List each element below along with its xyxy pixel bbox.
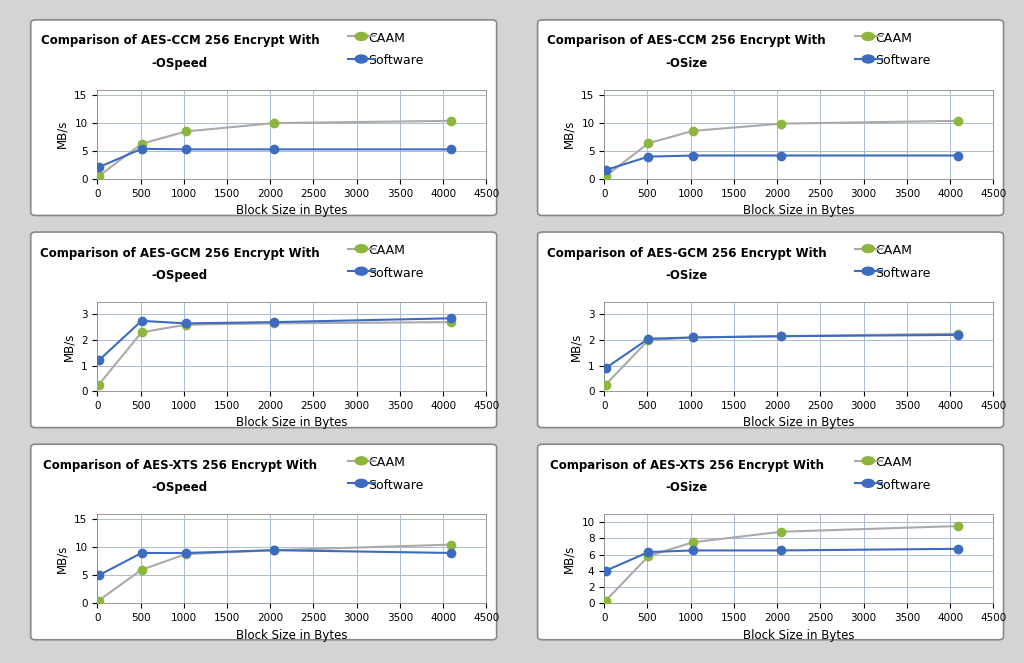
X-axis label: Block Size in Bytes: Block Size in Bytes (743, 204, 854, 217)
Text: Comparison of AES-CCM 256 Encrypt With: Comparison of AES-CCM 256 Encrypt With (41, 34, 319, 48)
Text: -OSize: -OSize (666, 269, 708, 282)
Text: -OSize: -OSize (666, 57, 708, 70)
Y-axis label: MB/s: MB/s (55, 544, 69, 573)
Text: CAAM: CAAM (876, 456, 912, 469)
Y-axis label: MB/s: MB/s (562, 120, 575, 149)
Y-axis label: MB/s: MB/s (62, 332, 76, 361)
Text: CAAM: CAAM (876, 244, 912, 257)
Text: -OSpeed: -OSpeed (152, 57, 208, 70)
X-axis label: Block Size in Bytes: Block Size in Bytes (237, 416, 347, 430)
Text: Comparison of AES-XTS 256 Encrypt With: Comparison of AES-XTS 256 Encrypt With (43, 459, 316, 472)
Y-axis label: MB/s: MB/s (563, 544, 575, 573)
Text: Software: Software (876, 267, 931, 280)
Y-axis label: MB/s: MB/s (569, 332, 583, 361)
Text: Comparison of AES-GCM 256 Encrypt With: Comparison of AES-GCM 256 Encrypt With (547, 247, 826, 260)
Text: Software: Software (876, 479, 931, 492)
Text: CAAM: CAAM (369, 244, 406, 257)
Text: Software: Software (369, 267, 424, 280)
X-axis label: Block Size in Bytes: Block Size in Bytes (237, 629, 347, 642)
Text: -OSpeed: -OSpeed (152, 481, 208, 495)
Y-axis label: MB/s: MB/s (55, 120, 69, 149)
Text: Comparison of AES-GCM 256 Encrypt With: Comparison of AES-GCM 256 Encrypt With (40, 247, 319, 260)
X-axis label: Block Size in Bytes: Block Size in Bytes (743, 629, 854, 642)
Text: -OSpeed: -OSpeed (152, 269, 208, 282)
X-axis label: Block Size in Bytes: Block Size in Bytes (237, 204, 347, 217)
Text: CAAM: CAAM (369, 32, 406, 45)
Text: Software: Software (876, 54, 931, 68)
Text: Software: Software (369, 54, 424, 68)
Text: Comparison of AES-XTS 256 Encrypt With: Comparison of AES-XTS 256 Encrypt With (550, 459, 823, 472)
Text: Software: Software (369, 479, 424, 492)
Text: CAAM: CAAM (369, 456, 406, 469)
Text: Comparison of AES-CCM 256 Encrypt With: Comparison of AES-CCM 256 Encrypt With (548, 34, 826, 48)
Text: CAAM: CAAM (876, 32, 912, 45)
X-axis label: Block Size in Bytes: Block Size in Bytes (743, 416, 854, 430)
Text: -OSize: -OSize (666, 481, 708, 495)
